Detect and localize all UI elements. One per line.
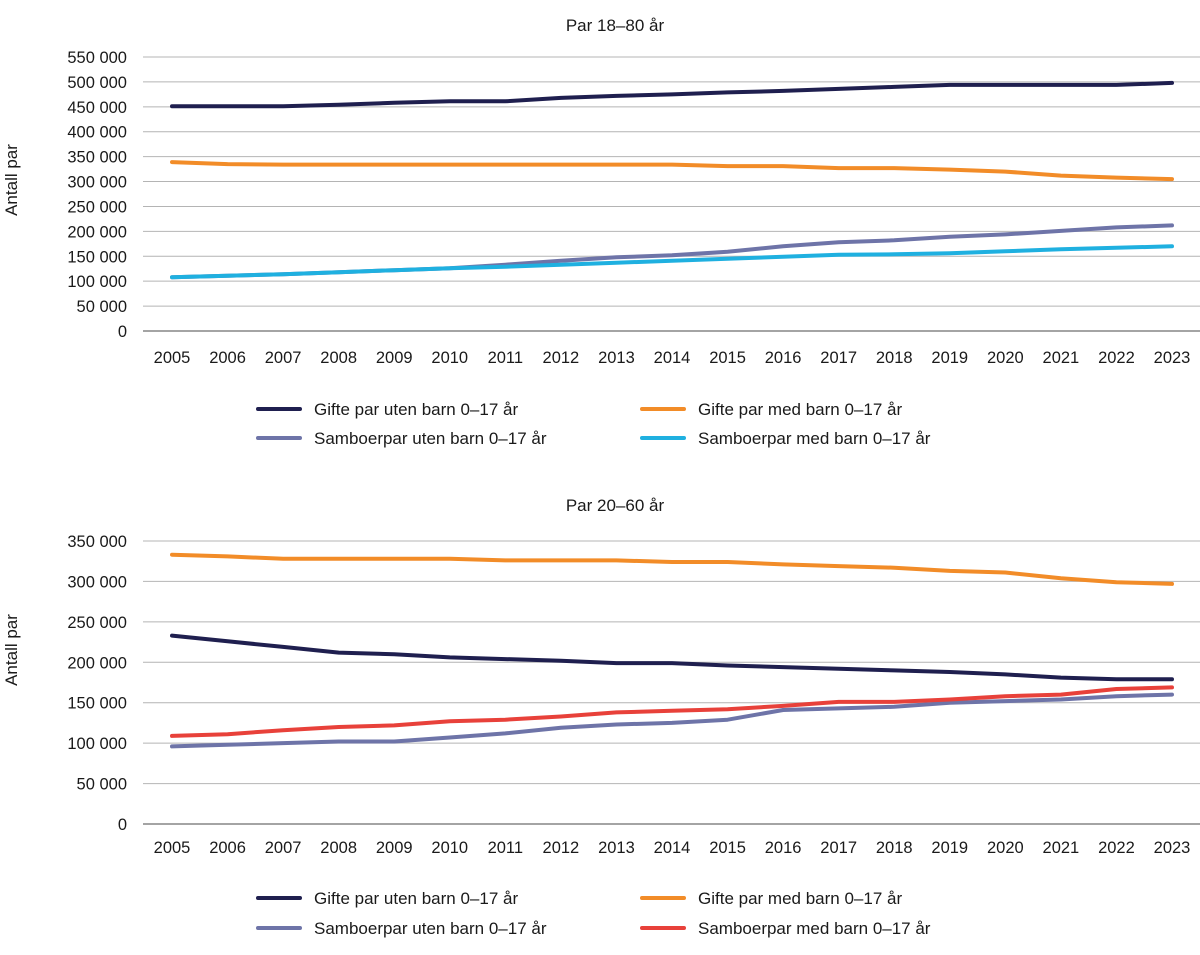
chart-1: Par 18–80 år 0 50 000 100 000 150 000 200 000…: [2, 16, 1200, 448]
legend-label: Samboerpar uten barn 0–17 år: [314, 429, 547, 448]
legend: Gifte par uten barn 0–17 år Gifte par med…: [256, 400, 931, 448]
x-tick-label: 2013: [598, 349, 635, 367]
x-tick-label: 2019: [931, 839, 968, 857]
x-tick-label: 2008: [320, 839, 357, 857]
x-tick-label: 2015: [709, 839, 746, 857]
legend-label: Samboerpar med barn 0–17 år: [698, 429, 931, 448]
x-tick-label: 2012: [543, 839, 580, 857]
y-tick-label: 150 000: [67, 248, 127, 266]
y-tick-label: 150 000: [67, 695, 127, 713]
series-line-samboerpar-uten-barn-0-17-ar: [170, 692, 1174, 749]
y-tick-label: 400 000: [67, 124, 127, 142]
x-tick-label: 2016: [765, 349, 802, 367]
y-tick-label: 350 000: [67, 533, 127, 551]
series-line-gifte-par-uten-barn-0-17-ar: [170, 633, 1174, 682]
legend-label: Samboerpar uten barn 0–17 år: [314, 919, 547, 938]
y-tick-label: 50 000: [77, 776, 127, 794]
x-tick-label: 2017: [820, 349, 857, 367]
x-tick-label: 2012: [543, 349, 580, 367]
y-tick-label: 0: [118, 323, 127, 341]
x-tick-label: 2018: [876, 349, 913, 367]
y-tick-label: 100 000: [67, 735, 127, 753]
y-tick-label: 200 000: [67, 654, 127, 672]
x-tick-label: 2019: [931, 349, 968, 367]
legend-label: Gifte par med barn 0–17 år: [698, 889, 902, 908]
x-tick-label: 2020: [987, 839, 1024, 857]
x-tick-label: 2010: [431, 349, 468, 367]
series-line-samboerpar-med-barn-0-17-ar: [170, 244, 1174, 280]
x-tick-label: 2006: [209, 349, 246, 367]
x-tick-label: 2014: [654, 839, 691, 857]
y-tick-label: 250 000: [67, 614, 127, 632]
y-tick-label: 50 000: [77, 298, 127, 316]
x-tick-label: 2011: [488, 349, 523, 367]
x-tick-label: 2013: [598, 839, 635, 857]
legend-label: Gifte par uten barn 0–17 år: [314, 400, 518, 419]
x-tick-label: 2009: [376, 839, 413, 857]
x-tick-label: 2007: [265, 839, 302, 857]
y-tick-label: 500 000: [67, 74, 127, 92]
x-tick-label: 2009: [376, 349, 413, 367]
y-tick-label: 300 000: [67, 573, 127, 591]
x-tick-label: 2005: [154, 839, 191, 857]
x-tick-label: 2021: [1043, 349, 1080, 367]
x-tick-label: 2006: [209, 839, 246, 857]
y-tick-label: 100 000: [67, 273, 127, 291]
x-tick-label: 2011: [488, 839, 523, 857]
y-tick-label: 200 000: [67, 223, 127, 241]
y-tick-label: 0: [118, 816, 127, 834]
x-tick-label: 2022: [1098, 349, 1135, 367]
x-tick-label: 2018: [876, 839, 913, 857]
x-tick-label: 2023: [1154, 349, 1191, 367]
x-tick-label: 2017: [820, 839, 857, 857]
chart-title: Par 20–60 år: [566, 496, 665, 515]
x-tick-label: 2005: [154, 349, 191, 367]
legend-label: Samboerpar med barn 0–17 år: [698, 919, 931, 938]
legend-label: Gifte par uten barn 0–17 år: [314, 889, 518, 908]
series-line-gifte-par-med-barn-0-17-ar: [170, 160, 1174, 182]
x-tick-label: 2020: [987, 349, 1024, 367]
x-tick-label: 2016: [765, 839, 802, 857]
x-tick-label: 2007: [265, 349, 302, 367]
y-axis-label: Antall par: [2, 144, 21, 216]
x-tick-label: 2021: [1043, 839, 1080, 857]
x-tick-label: 2015: [709, 349, 746, 367]
series-line-gifte-par-med-barn-0-17-ar: [170, 552, 1174, 586]
series-line-samboerpar-med-barn-0-17-ar: [170, 685, 1174, 738]
x-tick-label: 2023: [1154, 839, 1191, 857]
x-tick-label: 2010: [431, 839, 468, 857]
y-tick-label: 250 000: [67, 198, 127, 216]
y-tick-label: 300 000: [67, 174, 127, 192]
chart-title: Par 18–80 år: [566, 16, 665, 35]
x-tick-label: 2014: [654, 349, 691, 367]
x-tick-label: 2022: [1098, 839, 1135, 857]
y-tick-label: 350 000: [67, 149, 127, 167]
series-line-gifte-par-uten-barn-0-17-ar: [170, 80, 1174, 109]
chart-2: Par 20–60 år 0 50 000 100 000 150 000 200 000…: [2, 496, 1200, 938]
y-tick-label: 450 000: [67, 99, 127, 117]
x-tick-label: 2008: [320, 349, 357, 367]
y-tick-label: 550 000: [67, 49, 127, 67]
legend-label: Gifte par med barn 0–17 år: [698, 400, 902, 419]
legend: Gifte par uten barn 0–17 år Gifte par med…: [256, 889, 931, 938]
y-axis-label: Antall par: [2, 614, 21, 686]
